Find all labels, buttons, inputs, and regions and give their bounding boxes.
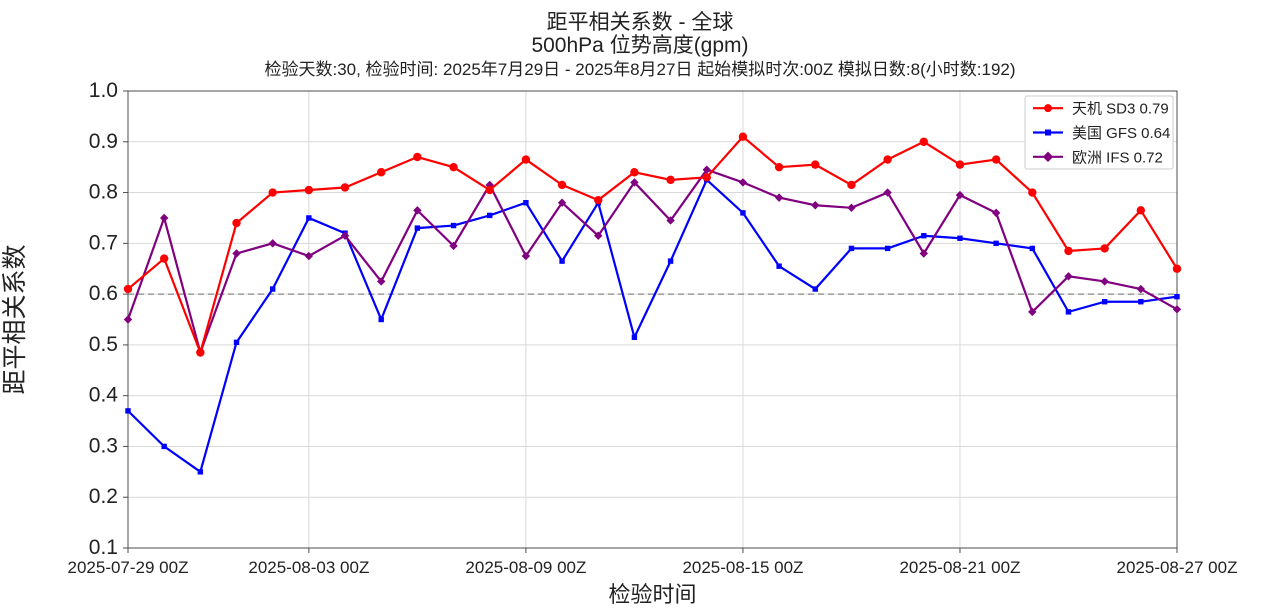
svg-text:2025-07-29 00Z: 2025-07-29 00Z (68, 558, 189, 577)
svg-text:欧洲 IFS 0.72: 欧洲 IFS 0.72 (1072, 149, 1163, 166)
svg-text:0.7: 0.7 (89, 231, 118, 254)
svg-text:1.0: 1.0 (89, 79, 118, 102)
svg-text:检验时间: 检验时间 (608, 582, 696, 607)
svg-text:0.3: 0.3 (89, 434, 118, 457)
svg-text:0.4: 0.4 (89, 384, 119, 407)
svg-text:2025-08-21 00Z: 2025-08-21 00Z (899, 558, 1020, 577)
svg-text:2025-08-03 00Z: 2025-08-03 00Z (248, 558, 369, 577)
svg-text:0.2: 0.2 (89, 485, 118, 508)
svg-text:0.9: 0.9 (89, 130, 118, 153)
svg-text:0.6: 0.6 (89, 282, 118, 305)
svg-text:美国 GFS 0.64: 美国 GFS 0.64 (1072, 125, 1170, 142)
svg-text:2025-08-15 00Z: 2025-08-15 00Z (682, 558, 803, 577)
svg-text:距平相关系数: 距平相关系数 (1, 244, 29, 394)
svg-text:2025-08-09 00Z: 2025-08-09 00Z (465, 558, 586, 577)
svg-text:2025-08-27 00Z: 2025-08-27 00Z (1117, 558, 1238, 577)
svg-text:天机 SD3 0.79: 天机 SD3 0.79 (1072, 101, 1169, 118)
svg-text:0.1: 0.1 (89, 536, 118, 559)
svg-text:0.8: 0.8 (89, 181, 118, 204)
svg-text:0.5: 0.5 (89, 333, 118, 356)
